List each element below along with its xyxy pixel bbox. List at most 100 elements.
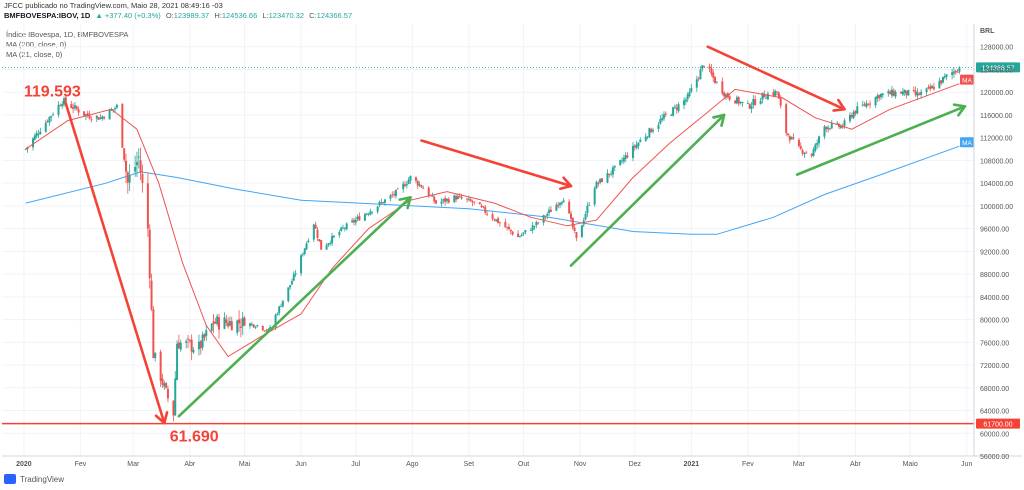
x-tick-label: Maio [903,461,918,468]
candle-body [931,85,934,89]
candle-body [249,323,252,326]
legend-title: Índice IBovespa, 1D, BMFBOVESPA [6,30,129,39]
candle-body [498,222,501,224]
candle-body [161,378,164,385]
candle-body [59,105,62,107]
candle-body [952,71,955,74]
candle-body [814,144,817,151]
candle-body [394,189,397,197]
candle-body [276,313,279,315]
candle-body [316,229,319,238]
candle-body [861,104,864,106]
candle-body [201,334,204,348]
candle-body [416,181,419,186]
candle-body [238,319,241,324]
candle-body [672,107,675,116]
candle-body [644,136,647,141]
candle-body [128,175,131,183]
candle-body [77,109,80,113]
candle-body [827,127,830,130]
candle-body [622,157,625,162]
candle-body [621,160,624,162]
candle-body [363,214,366,221]
candle-body [192,349,195,353]
candle-body [356,216,359,220]
candle-body [619,160,622,166]
candle-body [517,233,520,238]
candle-body [569,213,572,219]
candle-body [35,132,38,137]
candle-body [766,93,769,100]
candle-body [50,116,53,118]
publish-info: JFCC publicado no TradingView.com, Maio … [4,1,223,10]
candle-body [792,137,795,139]
currency-label: BRL [980,28,995,35]
candle-body [466,198,469,200]
candle-body [188,339,191,342]
candle-body [444,198,447,202]
candle-body [64,97,67,104]
candle-body [805,152,808,154]
candle-body [307,240,310,243]
candle-body [777,92,780,99]
candle-body [712,72,715,78]
candle-body [892,90,895,96]
candle-body [633,145,636,148]
legend-ma21: MA (21, close, 0) [6,50,63,59]
y-tick-label: 64000.00 [980,409,1009,416]
candle-body [139,160,142,174]
candle-body [595,181,598,189]
green-arrow-rally-2020 [569,113,726,267]
candle-body [177,342,180,349]
low-value: 123470.32 [268,11,305,20]
candle-body [241,317,244,327]
candle-body [108,109,111,120]
candle-body [52,114,55,116]
open-label: O: [165,11,174,20]
candle-body [714,77,717,84]
candle-body [203,334,206,338]
candle-body [562,200,565,203]
candle-body [227,322,230,327]
candle-body [427,187,430,197]
close-label: C: [309,11,317,20]
change-value: ▲ +377.40 (+0.3%) [95,11,161,20]
x-tick-label: Jul [351,461,360,468]
candle-body [748,103,751,109]
green-arrow-recovery-2020-head [398,196,412,210]
candle-body [504,221,507,228]
candle-body [865,103,868,107]
candle-body [812,149,815,156]
candle-body [70,104,73,108]
candle-body [903,89,906,93]
footer: TradingView [4,474,64,484]
candle-body [927,87,930,88]
green-arrow-rally-2020-head [712,113,726,127]
candle-body [836,122,839,124]
candle-body [48,116,51,123]
candle-body [537,222,540,224]
red-arrow-correction-2021 [706,45,846,111]
candle-body [342,227,345,229]
candle-body [134,166,137,172]
candle-body [230,321,233,331]
candle-body [759,100,762,105]
candle-body [447,199,450,203]
candle-body [135,161,138,166]
candle-body [471,201,474,203]
candle-body [560,201,563,204]
candle-body [531,225,534,231]
candle-body [938,81,941,89]
candle-body [850,115,853,118]
candle-body [507,226,510,229]
candle-body [683,100,686,106]
red-arrow-crash-head [154,411,169,425]
candle-body [522,232,525,234]
candle-body [593,188,596,205]
candle-body [261,325,264,331]
candle-body [121,103,124,148]
candle-body [391,194,394,196]
candle-body [648,128,651,138]
candle-body [467,198,470,200]
